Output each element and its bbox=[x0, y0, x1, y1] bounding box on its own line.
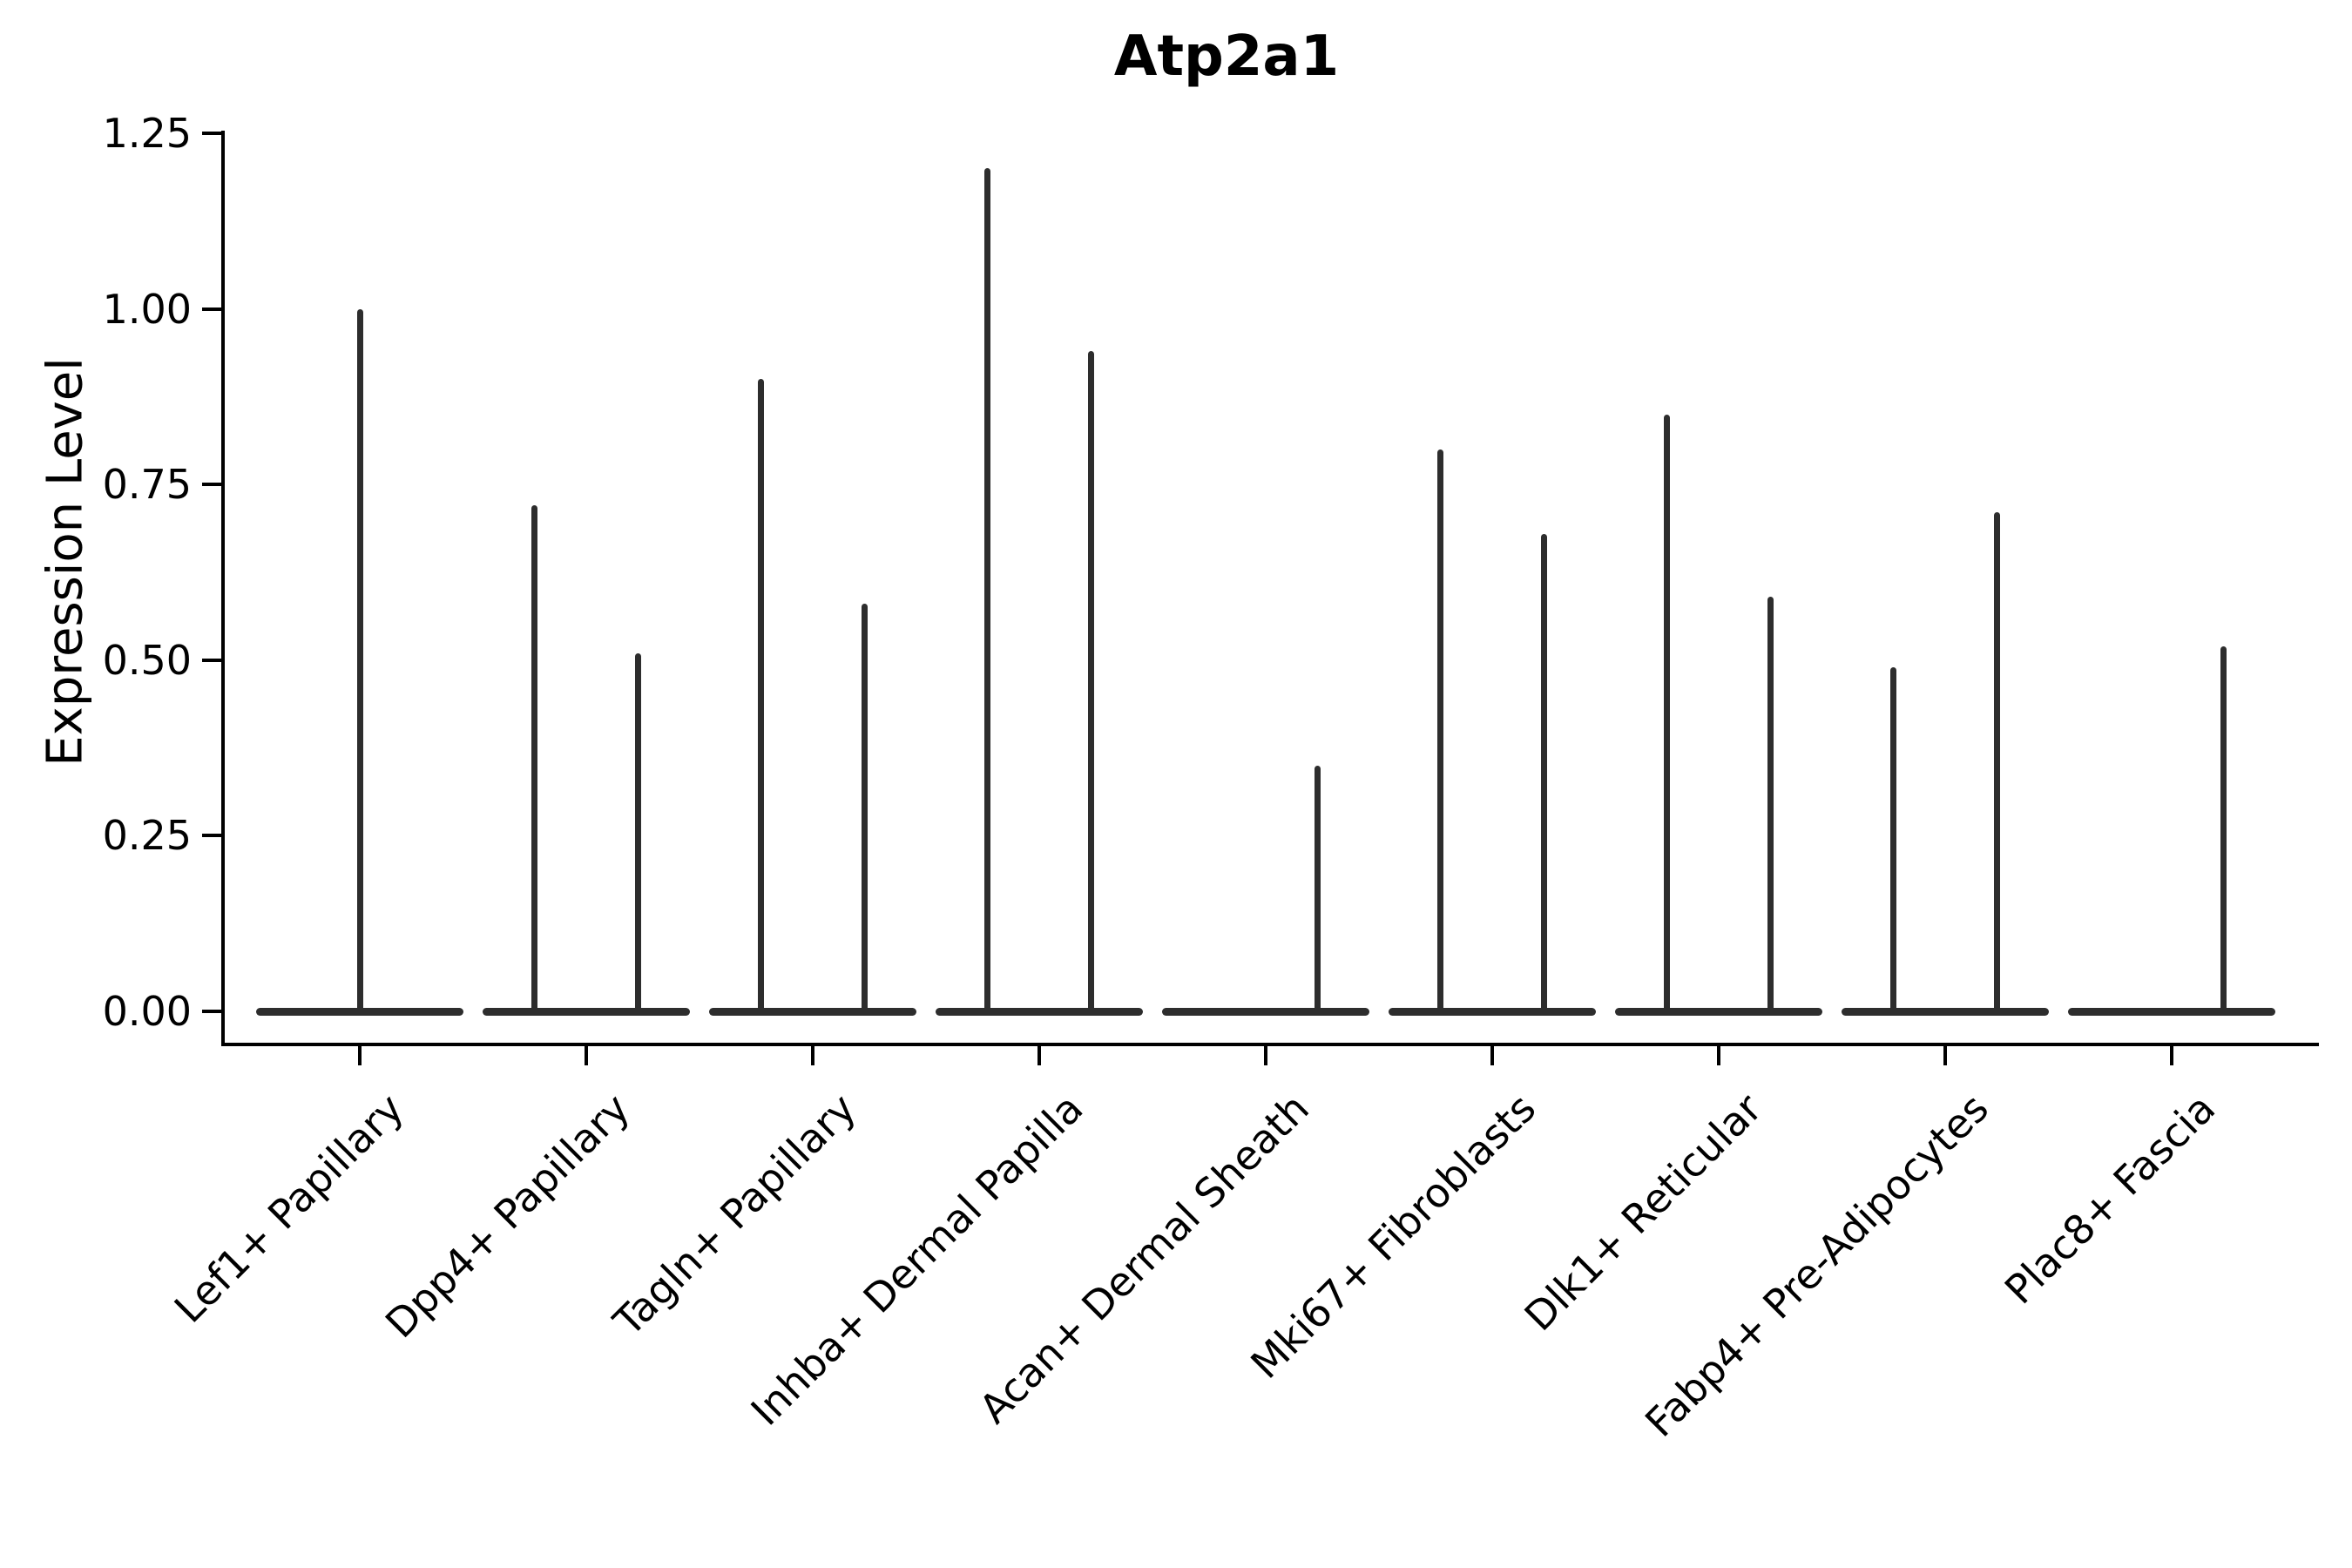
violin-spike bbox=[1890, 666, 1896, 1011]
violin-baseline bbox=[256, 1007, 463, 1016]
y-tick-mark bbox=[202, 132, 221, 135]
violin-spike bbox=[2220, 645, 2227, 1011]
y-tick-label: 1.25 bbox=[102, 110, 192, 157]
violin-spike bbox=[1767, 597, 1774, 1011]
x-tick-mark bbox=[1490, 1046, 1494, 1065]
violin-spike bbox=[531, 505, 537, 1011]
y-tick-mark bbox=[202, 307, 221, 311]
y-axis-label: Expression Level bbox=[37, 357, 94, 767]
violin-spike bbox=[356, 308, 363, 1011]
violin-spike bbox=[984, 168, 990, 1011]
y-axis-spine bbox=[221, 131, 225, 1046]
violin-baseline bbox=[1615, 1007, 1822, 1016]
violin-spike bbox=[1664, 414, 1670, 1011]
x-tick-mark bbox=[1037, 1046, 1041, 1065]
violin-baseline bbox=[483, 1007, 690, 1016]
violin-spike bbox=[1088, 350, 1094, 1011]
y-tick-label: 0.00 bbox=[102, 988, 192, 1035]
y-tick-label: 0.75 bbox=[102, 461, 192, 509]
x-axis-spine bbox=[221, 1043, 2319, 1046]
violin-spike bbox=[862, 604, 868, 1011]
x-tick-mark bbox=[585, 1046, 588, 1065]
violin-spike bbox=[1994, 512, 2000, 1011]
violin-spike bbox=[758, 379, 764, 1011]
x-tick-mark bbox=[2170, 1046, 2173, 1065]
violin-baseline bbox=[1389, 1007, 1596, 1016]
violin-baseline bbox=[2068, 1007, 2275, 1016]
y-tick-label: 0.25 bbox=[102, 812, 192, 860]
y-tick-mark bbox=[202, 834, 221, 838]
violin-spike bbox=[1315, 765, 1321, 1011]
violin-spike bbox=[635, 652, 641, 1011]
y-tick-mark bbox=[202, 1010, 221, 1013]
y-tick-mark bbox=[202, 483, 221, 487]
x-tick-label: Plac8+ Fascia bbox=[1995, 1085, 2225, 1314]
chart-title: Atp2a1 bbox=[1113, 24, 1340, 89]
violin-baseline bbox=[1162, 1007, 1369, 1016]
y-tick-label: 0.50 bbox=[102, 636, 192, 684]
x-tick-mark bbox=[1264, 1046, 1267, 1065]
violin-baseline bbox=[709, 1007, 916, 1016]
x-tick-mark bbox=[358, 1046, 362, 1065]
x-tick-mark bbox=[1717, 1046, 1720, 1065]
x-tick-label: Dlk1+ Reticular bbox=[1515, 1085, 1772, 1341]
violin-baseline bbox=[936, 1007, 1143, 1016]
x-tick-label: Dpp4+ Papillary bbox=[375, 1085, 639, 1348]
violin-spike bbox=[1541, 533, 1547, 1011]
x-tick-label: Lef1+ Papillary bbox=[165, 1085, 413, 1332]
violin-baseline bbox=[1842, 1007, 2049, 1016]
y-tick-mark bbox=[202, 658, 221, 662]
x-tick-mark bbox=[811, 1046, 814, 1065]
y-tick-label: 1.00 bbox=[102, 285, 192, 333]
x-tick-mark bbox=[1943, 1046, 1947, 1065]
violin-spike bbox=[1437, 449, 1443, 1011]
x-tick-label: Tagln+ Papillary bbox=[605, 1085, 866, 1345]
